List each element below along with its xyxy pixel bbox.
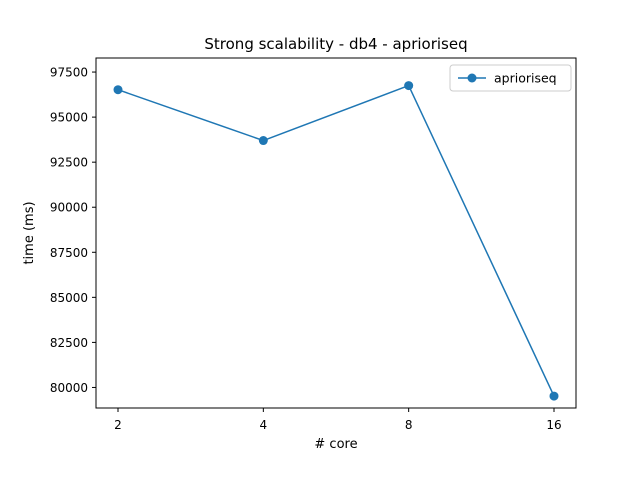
x-tick-label: 4 (260, 418, 268, 432)
data-point (113, 85, 123, 95)
series-line-aprioriseq (117, 84, 555, 397)
x-tick-label: 8 (405, 418, 413, 432)
y-tick-label: 95000 (50, 111, 88, 125)
y-tick-label: 90000 (50, 201, 88, 215)
y-axis-label: time (ms) (22, 201, 37, 264)
plot-area-frame (95, 57, 577, 409)
x-tick-label: 2 (114, 418, 122, 432)
legend: aprioriseq (449, 64, 572, 92)
y-axis-ticks: 80000 82500 85000 87500 90000 92500 95000 97500 (50, 66, 96, 395)
y-tick-label: 92500 (50, 156, 88, 170)
x-tick-label: 16 (546, 418, 561, 432)
series-layer (113, 81, 559, 401)
y-tick-label: 87500 (50, 246, 88, 260)
x-axis-label: # core (314, 437, 357, 452)
y-tick-label: 80000 (50, 381, 88, 395)
y-tick-label: 82500 (50, 336, 88, 350)
y-tick-label: 85000 (50, 291, 88, 305)
legend-marker-swatch (467, 73, 477, 83)
legend-label-aprioriseq: aprioriseq (494, 71, 557, 86)
legend-box (449, 64, 572, 92)
data-point (258, 136, 268, 146)
y-tick-label: 97500 (50, 66, 88, 80)
data-point (549, 391, 559, 401)
chart-title: Strong scalability - db4 - aprioriseq (204, 35, 467, 53)
data-point (404, 81, 414, 91)
x-axis-ticks: 2 4 8 16 (114, 408, 562, 432)
